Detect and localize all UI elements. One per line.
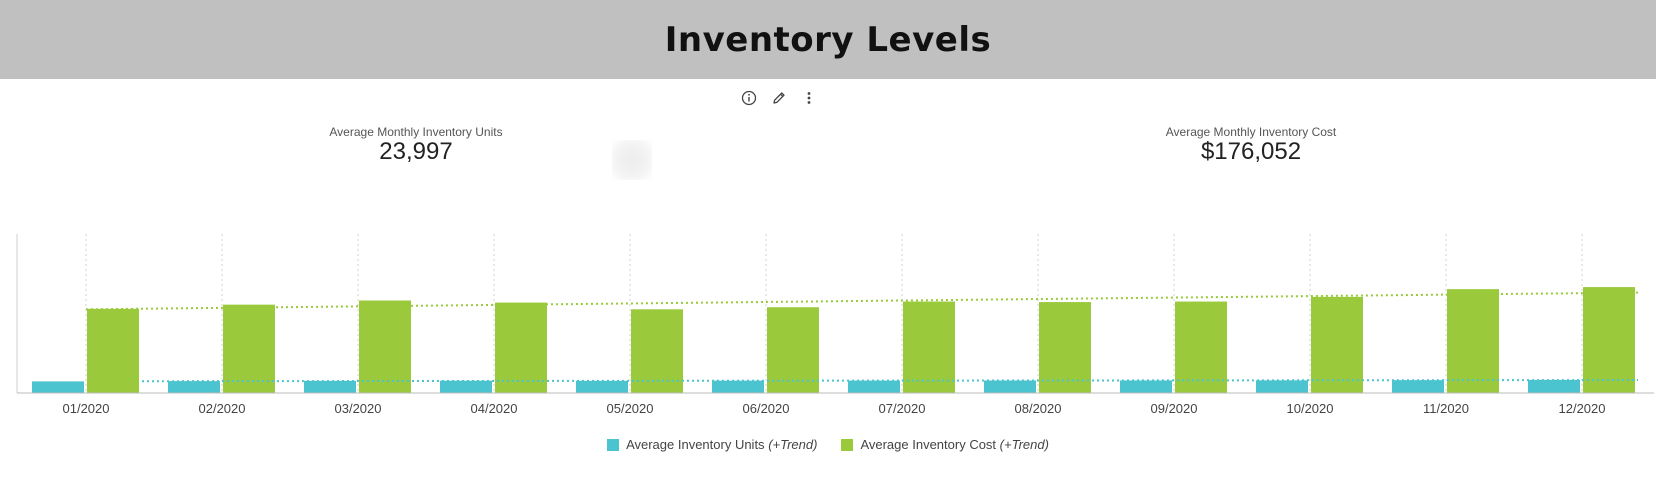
x-tick-label: 07/2020	[879, 401, 926, 416]
bar-units	[712, 380, 764, 393]
kpi-cost-label: Average Monthly Inventory Cost	[1165, 125, 1337, 139]
x-tick-label: 06/2020	[743, 401, 790, 416]
x-tick-label: 03/2020	[335, 401, 382, 416]
bar-cost	[359, 300, 411, 393]
x-tick-label: 11/2020	[1423, 401, 1469, 416]
trendline-cost	[85, 291, 1639, 311]
bar-units	[1392, 380, 1444, 393]
kpi-units: Average Monthly Inventory Units 23,997	[266, 125, 566, 165]
bar-units	[1120, 380, 1172, 393]
bar-units	[848, 380, 900, 393]
bar-cost	[767, 307, 819, 393]
legend-units-text: Average Inventory Units	[626, 437, 769, 452]
page-title: Inventory Levels	[664, 19, 992, 60]
x-tick-label: 01/2020	[63, 401, 110, 416]
legend-cost-trend: (+Trend)	[999, 437, 1049, 452]
bar-units	[576, 380, 628, 393]
kpi-cost: Average Monthly Inventory Cost $176,052	[1101, 125, 1401, 165]
trendline-units	[141, 379, 1639, 383]
legend-swatch-cost	[841, 438, 854, 451]
bar-cost	[1175, 301, 1227, 393]
x-tick-label: 10/2020	[1287, 401, 1334, 416]
kpi-cost-value: $176,052	[1200, 138, 1302, 165]
x-tick-label: 05/2020	[607, 401, 654, 416]
bar-cost	[87, 308, 139, 393]
bar-units	[984, 380, 1036, 393]
bar-cost	[631, 309, 683, 393]
legend-item-cost[interactable]: Average Inventory Cost (+Trend)	[841, 437, 1049, 452]
chart-legend: Average Inventory Units (+Trend) Average…	[0, 437, 1656, 452]
inventory-bar-chart: 01/2020 02/2020 03/2020 04/2020 05/2020 06/20…	[16, 234, 1654, 416]
bar-units	[1528, 379, 1580, 393]
bar-cost	[1311, 296, 1363, 393]
legend-label-units: Average Inventory Units (+Trend)	[626, 437, 817, 452]
legend-item-units[interactable]: Average Inventory Units (+Trend)	[607, 437, 817, 452]
legend-cost-text: Average Inventory Cost	[860, 437, 1000, 452]
legend-label-cost: Average Inventory Cost (+Trend)	[860, 437, 1048, 452]
pencil-icon[interactable]	[770, 89, 788, 107]
kpi-units-label: Average Monthly Inventory Units	[329, 125, 503, 139]
bar-units	[440, 380, 492, 393]
x-tick-label: 02/2020	[199, 401, 246, 416]
more-vertical-icon[interactable]	[800, 89, 818, 107]
x-tick-label: 09/2020	[1151, 401, 1198, 416]
x-tick-label: 04/2020	[471, 401, 518, 416]
x-tick-label: 12/2020	[1559, 401, 1606, 416]
info-icon[interactable]	[740, 89, 758, 107]
header-bar: Inventory Levels	[0, 0, 1656, 79]
bar-cost	[1447, 289, 1499, 393]
legend-units-trend: (+Trend)	[768, 437, 818, 452]
blurred-placeholder	[612, 140, 652, 180]
bar-cost	[1583, 287, 1635, 393]
bar-units	[304, 380, 356, 393]
legend-swatch-units	[607, 438, 620, 451]
bar-cost	[1039, 302, 1091, 393]
bar-units	[32, 381, 84, 393]
chart-toolbar	[740, 87, 818, 109]
bar-cost	[495, 302, 547, 393]
bar-cost	[223, 304, 275, 393]
bar-units	[168, 381, 220, 393]
x-tick-label: 08/2020	[1015, 401, 1062, 416]
kpi-units-value: 23,997	[379, 138, 453, 165]
bar-units	[1256, 380, 1308, 393]
bar-cost	[903, 301, 955, 393]
